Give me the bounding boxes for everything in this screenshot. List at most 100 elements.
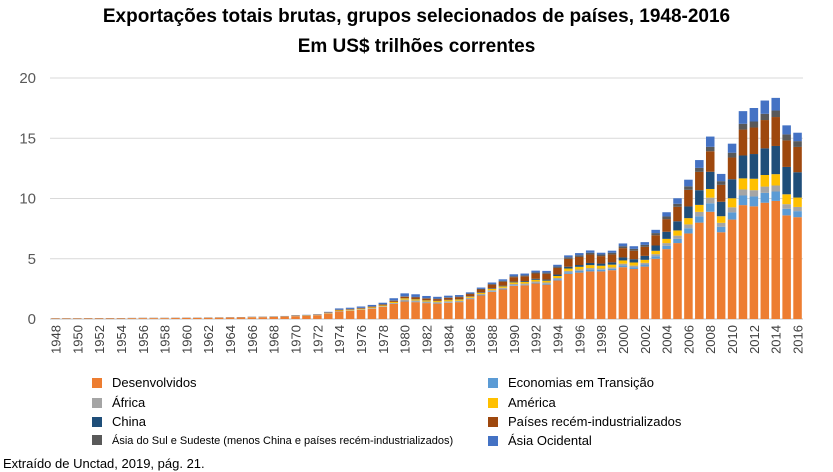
bar-1988-s0 [487,291,497,319]
bar-2003-s4 [651,245,660,251]
x-tick-label: 1996 [572,325,587,354]
bar-1967-s0 [258,317,268,319]
bar-2006-s2 [684,224,693,229]
x-tick-label: 1964 [223,325,238,354]
bar-2008-s5 [705,151,715,172]
bar-1984-s7 [444,295,453,298]
bar-1965-s0 [236,317,246,319]
legend-label: América [508,395,556,410]
bar-2008-s6 [705,146,715,152]
bar-1996-s7 [575,253,584,256]
legend-label: Economias em Transição [508,375,654,390]
bar-1960-s0 [182,317,191,319]
bar-2001-s0 [629,268,639,319]
bar-1991-s3 [520,282,529,284]
bar-1996-s2 [575,269,584,271]
bar-1982-s0 [422,303,431,319]
bar-1972-s0 [313,315,322,319]
bar-2012-s2 [749,190,759,197]
bar-1954-s0 [116,318,126,319]
bar-1992-s1 [531,282,540,284]
bar-2004-s6 [662,216,671,220]
bar-1977-s3 [367,307,377,309]
x-tick-label: 1972 [310,325,325,354]
bar-1952-s0 [94,318,104,319]
bar-1987-s0 [476,295,486,319]
bar-2002-s4 [640,255,650,260]
bar-2013-s5 [760,120,770,149]
bar-2012-s7 [749,108,759,122]
bar-2003-s3 [651,250,660,255]
x-tick-label: 1990 [507,325,522,354]
bar-1995-s0 [564,273,573,319]
bar-1990-s7 [509,274,519,277]
bar-1990-s6 [509,276,519,278]
bar-1983-s0 [433,303,442,319]
x-tick-label: 1950 [70,325,85,354]
bar-1999-s5 [607,254,617,263]
bar-2009-s7 [716,173,726,182]
bar-1980-s0 [400,301,409,319]
bar-2001-s2 [629,265,639,268]
bar-1989-s4 [498,285,508,287]
bar-1994-s2 [553,278,562,280]
bar-1996-s5 [575,256,584,266]
bar-1992-s3 [531,279,540,282]
bar-1992-s2 [531,281,540,283]
bar-2016-s1 [793,211,802,218]
bar-2008-s3 [705,188,715,198]
bar-1998-s2 [596,268,606,270]
bar-2014-s3 [771,174,780,186]
bar-1995-s3 [564,268,573,271]
bar-1988-s3 [487,288,497,291]
bar-1994-s0 [553,280,562,319]
bar-1981-s3 [411,299,420,301]
bar-2003-s0 [651,258,660,319]
legend-label: Ásia Ocidental [508,433,592,448]
bar-2014-s0 [771,200,780,319]
x-tick-label: 1992 [529,325,544,354]
bar-1995-s2 [564,270,573,273]
bar-1990-s0 [509,285,519,319]
bar-1996-s3 [575,266,584,270]
bar-2006-s7 [684,179,693,187]
bar-2001-s4 [629,259,639,263]
bar-2005-s0 [673,243,682,319]
bar-2005-s7 [673,198,682,204]
bar-1964-s0 [225,317,235,319]
bar-1999-s1 [607,268,617,271]
bar-1979-s2 [389,302,399,304]
x-tick-label: 1982 [420,325,435,354]
bar-1999-s3 [607,264,617,268]
bar-1975-s7 [345,307,355,309]
bar-1976-s0 [356,309,366,319]
chart-subtitle: Em US$ trilhões correntes [297,36,536,57]
bar-1978-s7 [378,302,388,305]
bar-2003-s7 [651,229,660,234]
bar-1994-s1 [553,279,562,281]
bar-2001-s6 [629,248,639,251]
bar-1984-s3 [444,300,453,302]
bar-1986-s2 [465,297,475,299]
bar-1989-s1 [498,288,508,290]
bar-1980-s7 [400,293,409,297]
bar-1982-s7 [422,295,431,299]
bar-1978-s3 [378,305,388,307]
bar-2011-s3 [738,178,748,190]
bar-1974-s3 [334,310,344,312]
bar-1992-s0 [531,283,540,319]
bar-2001-s5 [629,250,639,260]
bar-2009-s1 [716,226,726,233]
bar-2002-s3 [640,259,650,263]
bar-1976-s7 [356,306,366,308]
bar-2002-s6 [640,244,650,247]
bar-1961-s0 [193,317,202,319]
legend-item: América [488,395,556,411]
bar-2011-s7 [738,111,748,124]
bar-1986-s5 [465,294,475,297]
bar-1982-s2 [422,301,431,303]
bar-1988-s5 [487,284,497,289]
bar-1997-s4 [585,262,595,266]
bar-1990-s1 [509,285,519,286]
bar-2015-s5 [782,140,791,167]
